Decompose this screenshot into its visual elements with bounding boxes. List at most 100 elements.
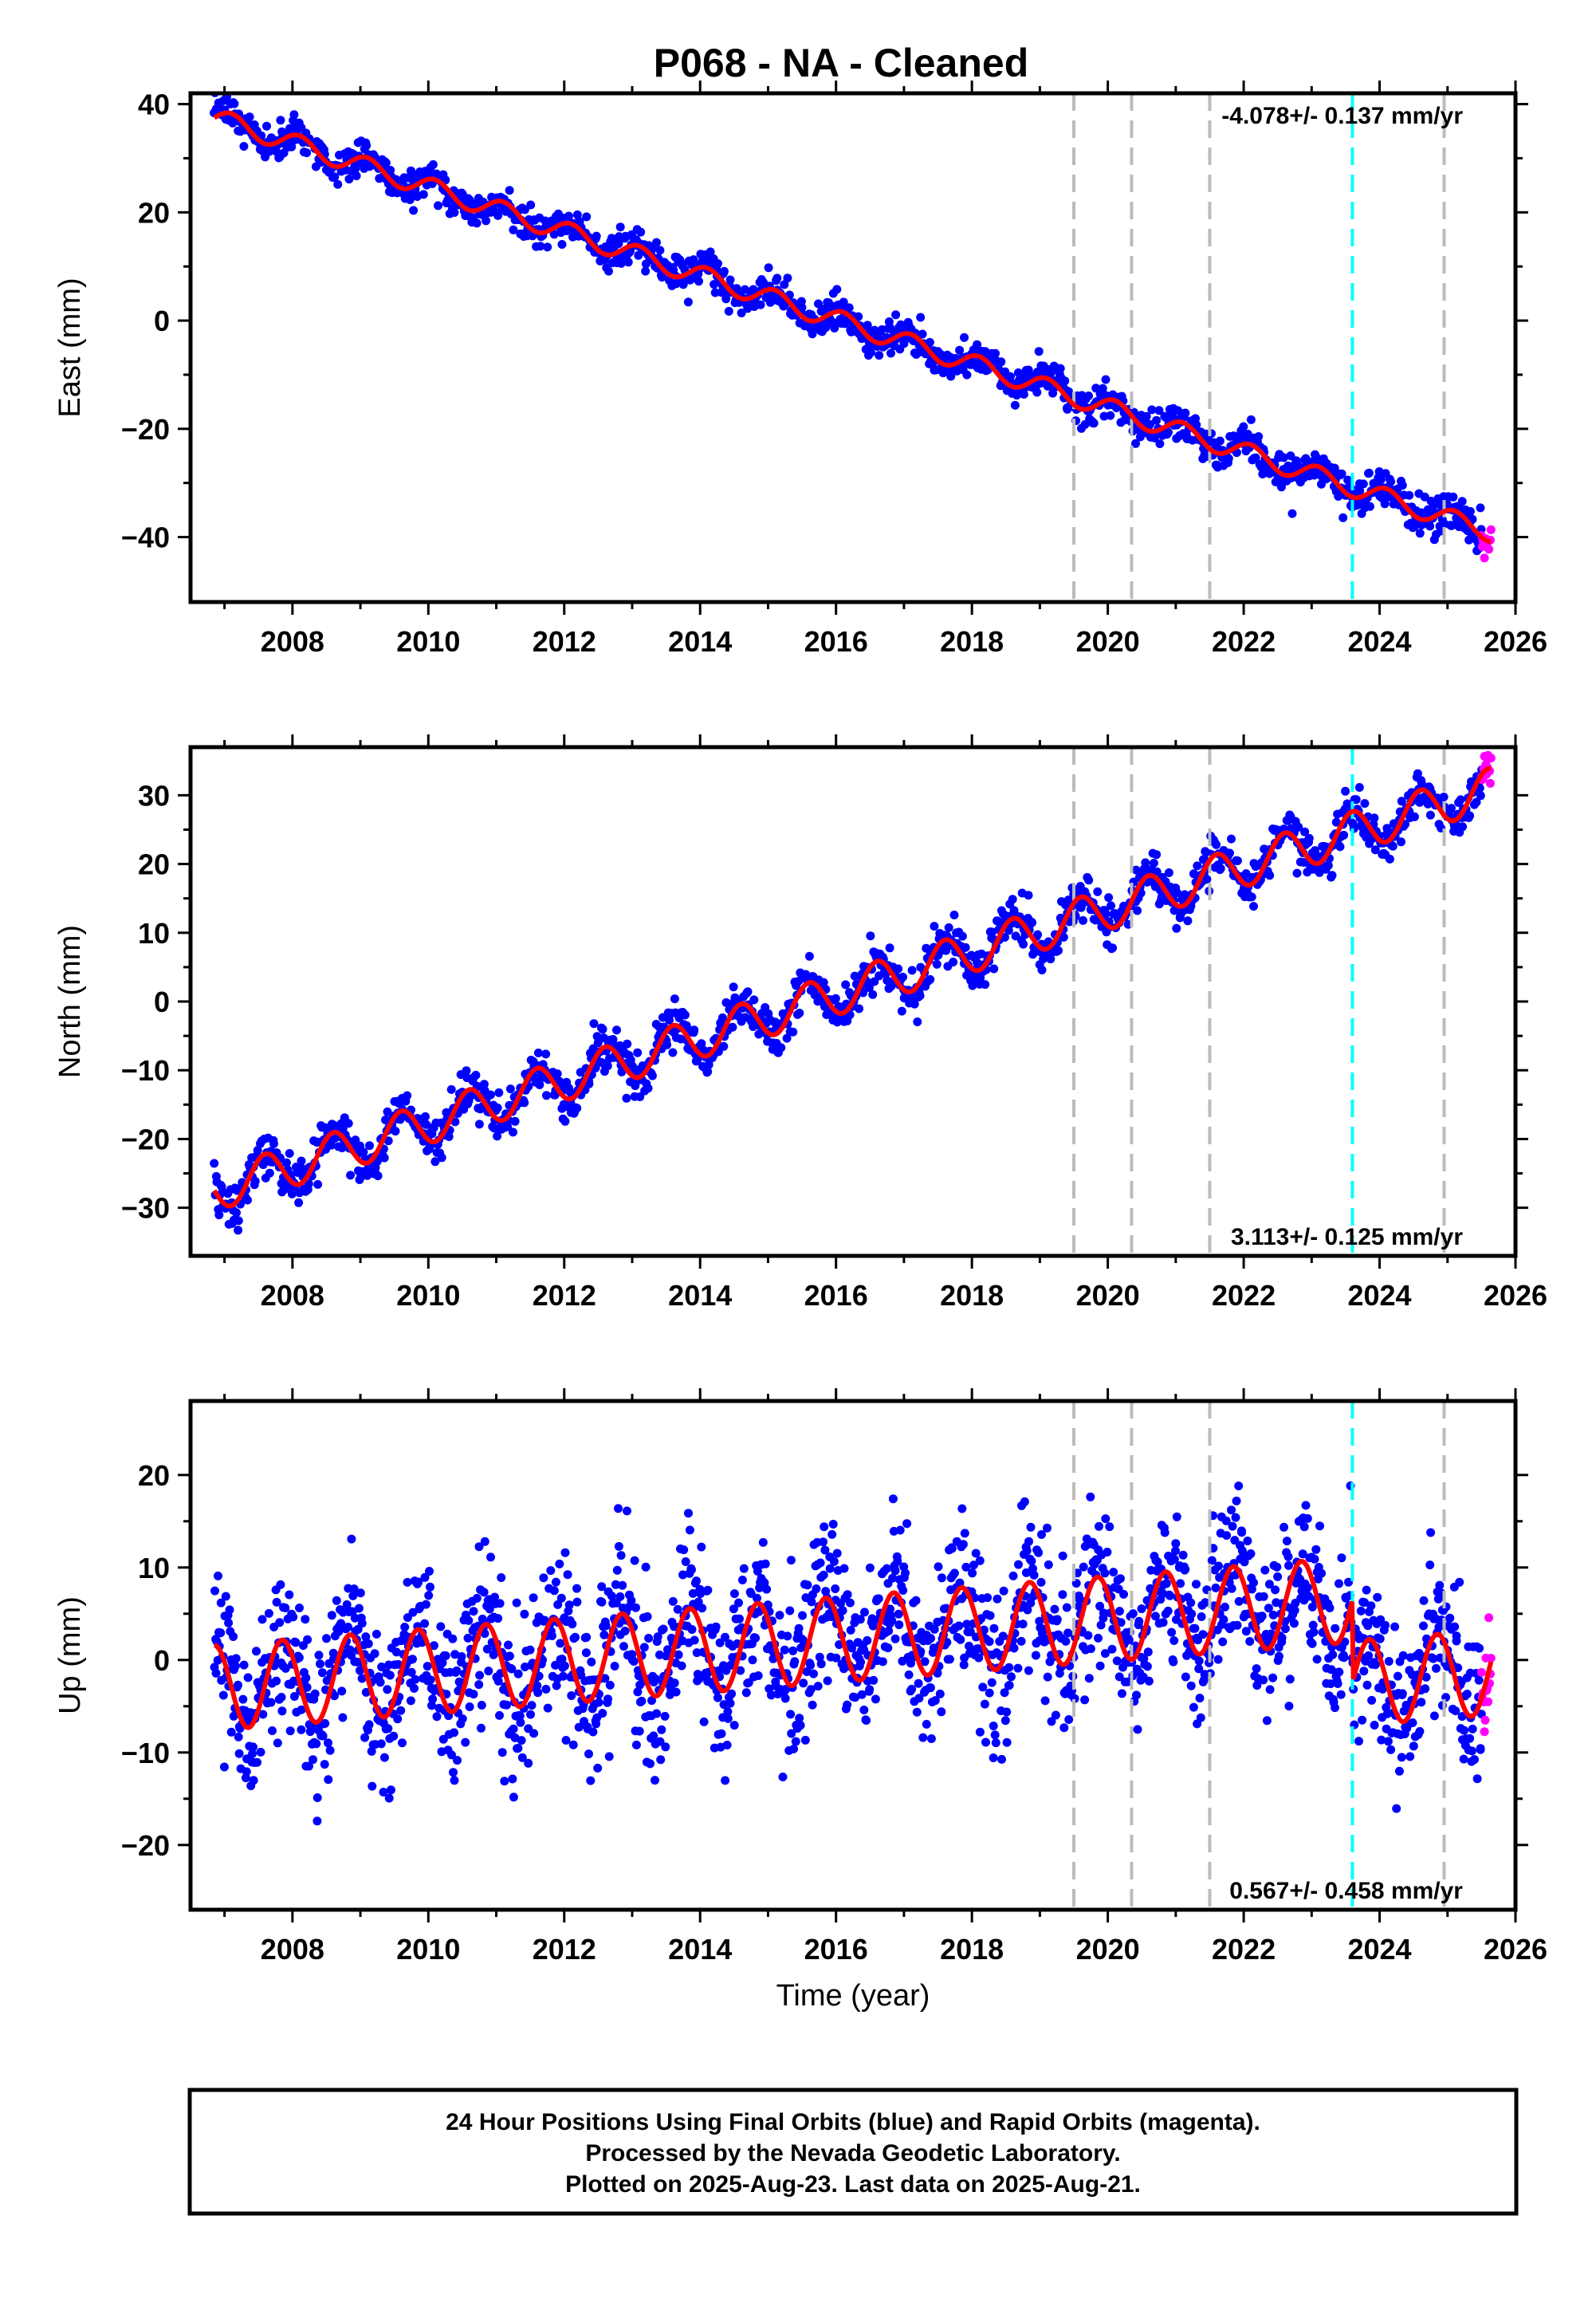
final-orbit-point — [472, 218, 482, 228]
final-orbit-point — [564, 1600, 574, 1610]
final-orbit-point — [830, 324, 839, 333]
final-orbit-point — [1474, 1675, 1484, 1685]
final-orbit-point — [1048, 388, 1058, 398]
final-orbit-point — [517, 1753, 527, 1762]
final-orbit-point — [472, 1593, 482, 1603]
final-orbit-point — [859, 1706, 869, 1714]
final-orbit-point — [1254, 432, 1264, 441]
final-orbit-point — [1459, 1754, 1468, 1764]
final-orbit-point — [1460, 1726, 1469, 1735]
final-orbit-point — [1132, 1690, 1141, 1700]
final-orbit-point — [1084, 392, 1093, 400]
final-orbit-point — [497, 1748, 507, 1757]
final-orbit-point — [1123, 1677, 1132, 1686]
final-orbit-point — [268, 1726, 277, 1735]
final-orbit-point — [1145, 419, 1154, 429]
final-orbit-point — [1218, 1637, 1228, 1647]
final-orbit-point — [216, 1598, 226, 1608]
final-orbit-point — [364, 1720, 374, 1730]
final-orbit-point — [623, 258, 633, 267]
final-orbit-point — [1268, 1673, 1278, 1682]
y-tick-label: 0 — [154, 986, 170, 1018]
final-orbit-point — [325, 1745, 335, 1755]
x-tick-label: 2024 — [1347, 1933, 1411, 1966]
final-orbit-point — [1312, 1655, 1322, 1664]
final-orbit-point — [1186, 1681, 1196, 1690]
final-orbit-point — [998, 1631, 1008, 1641]
final-orbit-point — [1375, 1634, 1385, 1643]
final-orbit-point — [495, 1710, 504, 1720]
final-orbit-point — [582, 1632, 592, 1642]
x-tick-label: 2012 — [533, 1933, 596, 1966]
final-orbit-point — [1259, 1675, 1268, 1685]
final-orbit-point — [582, 212, 592, 222]
final-orbit-point — [907, 966, 917, 975]
final-orbit-point — [551, 1577, 560, 1587]
final-orbit-point — [1055, 364, 1065, 373]
final-orbit-point — [1341, 786, 1350, 796]
final-orbit-point — [831, 1584, 840, 1593]
final-orbit-point — [743, 987, 753, 997]
final-orbit-point — [1033, 930, 1043, 939]
final-orbit-point — [1370, 1660, 1380, 1670]
final-orbit-point — [277, 1693, 286, 1702]
final-orbit-point — [533, 1681, 542, 1690]
final-orbit-point — [916, 313, 926, 322]
final-orbit-point — [956, 1635, 965, 1644]
final-orbit-point — [1384, 1657, 1394, 1666]
y-tick-label: 10 — [138, 917, 170, 950]
final-orbit-point — [820, 1545, 830, 1555]
final-orbit-point — [252, 1647, 261, 1656]
final-orbit-point — [302, 1682, 312, 1692]
final-orbit-point — [1080, 1695, 1090, 1705]
final-orbit-point — [949, 911, 959, 919]
final-orbit-point — [802, 1667, 812, 1676]
final-orbit-point — [1394, 1766, 1404, 1776]
final-orbit-point — [1280, 1624, 1290, 1634]
final-orbit-point — [1311, 1545, 1321, 1554]
final-orbit-point — [775, 1611, 784, 1620]
final-orbit-point — [968, 981, 977, 990]
final-orbit-point — [722, 1741, 732, 1749]
final-orbit-point — [1224, 454, 1233, 463]
final-orbit-point — [419, 190, 428, 199]
final-orbit-point — [1262, 1716, 1272, 1726]
final-orbit-point — [379, 1153, 389, 1163]
final-orbit-point — [798, 1611, 807, 1620]
final-orbit-point — [520, 1609, 529, 1619]
final-orbit-point — [1197, 1612, 1206, 1621]
final-orbit-point — [318, 1731, 328, 1741]
final-orbit-point — [915, 991, 925, 1001]
plot-frame — [188, 1399, 1518, 1912]
final-orbit-point — [803, 1580, 812, 1590]
final-orbit-point — [344, 1119, 353, 1128]
final-orbit-point — [294, 1198, 304, 1207]
final-orbit-point — [504, 1640, 513, 1650]
final-orbit-point — [656, 1755, 666, 1765]
final-orbit-point — [1419, 1596, 1429, 1605]
final-orbit-point — [1169, 1657, 1178, 1667]
final-orbit-point — [661, 1742, 670, 1752]
final-orbit-point — [806, 1685, 816, 1694]
final-orbit-point — [780, 1694, 790, 1703]
final-orbit-point — [1335, 842, 1345, 852]
final-orbit-point — [710, 288, 720, 297]
final-orbit-point — [552, 1069, 562, 1079]
x-tick-label: 2010 — [396, 1933, 460, 1966]
final-orbit-point — [1176, 1579, 1185, 1588]
final-orbit-point — [444, 1132, 454, 1141]
final-orbit-point — [249, 1742, 257, 1752]
final-orbit-point — [572, 1584, 581, 1593]
final-orbit-point — [901, 1568, 910, 1578]
final-orbit-point — [1264, 1580, 1274, 1589]
final-orbit-point — [795, 1714, 804, 1723]
final-orbit-point — [458, 1714, 467, 1723]
rapid-orbit-point — [1480, 1727, 1489, 1737]
final-orbit-point — [1215, 436, 1225, 446]
final-orbit-point — [547, 1631, 556, 1640]
final-orbit-point — [706, 247, 715, 257]
final-orbit-point — [898, 972, 907, 982]
final-orbit-point — [960, 1529, 969, 1538]
x-tick-label: 2016 — [804, 1933, 868, 1966]
x-tick-label: 2010 — [396, 1279, 460, 1312]
